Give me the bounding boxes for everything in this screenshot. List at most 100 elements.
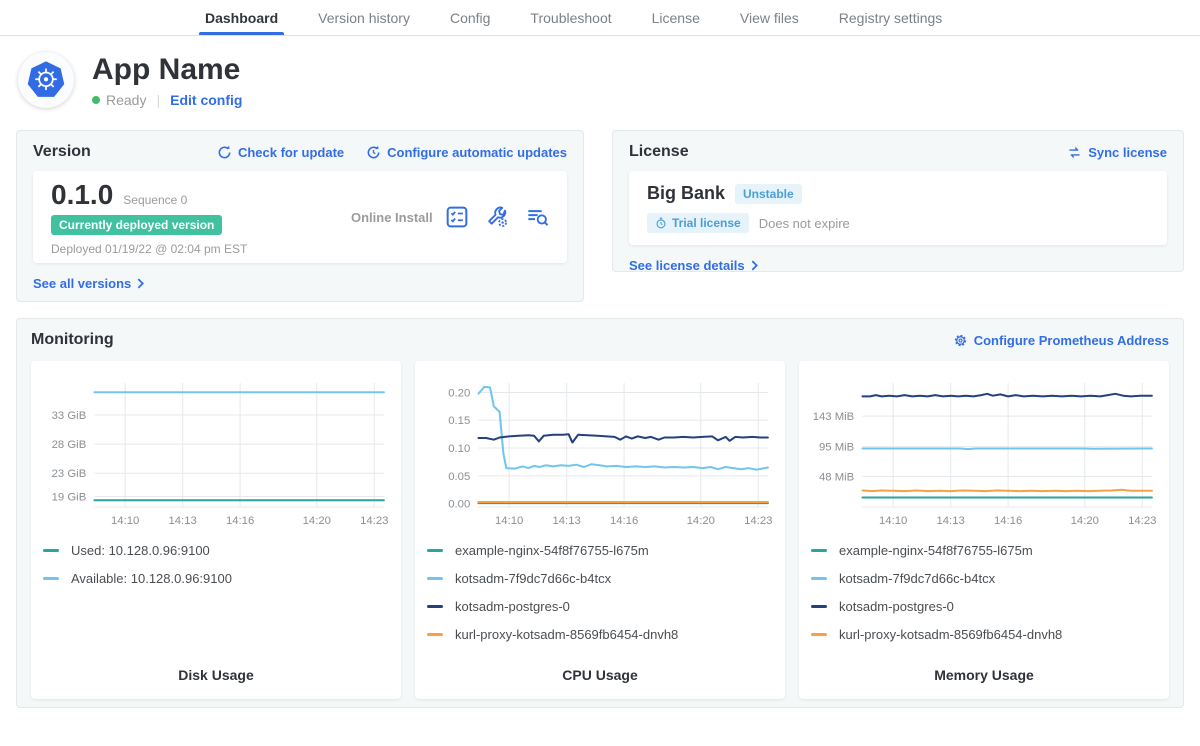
cpu-usage-chart-card: 0.00 0.05 0.10 0.15 0.20 14:10 14:13 14:16 14:20…: [415, 361, 785, 699]
legend-label: kotsadm-7f9dc7d66c-b4tcx: [839, 571, 996, 586]
x-tick-label: 14:20: [1071, 515, 1099, 527]
legend-item: kotsadm-postgres-0: [811, 599, 1157, 614]
legend-swatch: [427, 605, 443, 608]
legend-swatch: [43, 577, 59, 580]
clock-refresh-icon: [367, 145, 380, 158]
monitoring-title: Monitoring: [31, 331, 114, 348]
cpu-usage-line-chart: 0.00 0.05 0.10 0.15 0.20 14:10 14:13 14:16 14:20…: [448, 383, 772, 527]
sync-license-link[interactable]: Sync license: [1067, 145, 1167, 160]
see-all-versions-link[interactable]: See all versions: [33, 276, 145, 291]
page-title: App Name: [92, 52, 241, 86]
configure-automatic-updates-link[interactable]: Configure automatic updates: [366, 145, 567, 160]
gear-icon: [954, 334, 966, 346]
version-number: 0.1.0: [51, 178, 114, 210]
tab-view-files[interactable]: View files: [739, 9, 799, 26]
disk-usage-line-chart: 19 GiB 23 GiB 28 GiB 33 GiB 14:10 14:13 14:16 1…: [52, 383, 388, 527]
customer-name: Big Bank: [647, 183, 726, 203]
y-tick-label: 0.00: [448, 499, 470, 511]
check-for-update-link[interactable]: Check for update: [217, 145, 344, 160]
install-type: Online Install: [351, 209, 433, 225]
refresh-icon: [218, 145, 231, 158]
tab-version-history[interactable]: Version history: [318, 9, 410, 26]
chart-series-line: [861, 447, 1153, 451]
top-navigation: Dashboard Version history Config Troublesho…: [0, 0, 1200, 36]
chart-legend: Used: 10.128.0.96:9100 Available: 10.128.…: [43, 543, 389, 586]
memory-usage-chart-card: 48 MiB 95 MiB 143 MiB 14:10 14:13 14:16 14:20 1…: [799, 361, 1169, 699]
y-tick-label: 33 GiB: [52, 410, 87, 422]
chart-legend: example-nginx-54f8f76755-l675m kotsadm-7f…: [427, 543, 773, 642]
x-tick-label: 14:10: [495, 515, 523, 527]
x-tick-label: 14:16: [610, 515, 638, 527]
current-version-card: 0.1.0 Sequence 0 Currently deployed vers…: [33, 171, 567, 263]
status-text: Ready: [106, 91, 147, 108]
version-sequence: Sequence 0: [123, 192, 188, 207]
log-search-icon[interactable]: [525, 205, 549, 229]
charts-row: 19 GiB 23 GiB 28 GiB 33 GiB 14:10 14:13 14:16 1…: [31, 361, 1169, 699]
legend-swatch: [427, 633, 443, 636]
chart-title: Memory Usage: [934, 667, 1034, 683]
version-panel: Version Check for update Configure au: [16, 130, 584, 302]
see-license-details-link[interactable]: See license details: [629, 258, 758, 273]
app-logo: [18, 52, 74, 108]
legend-label: kotsadm-postgres-0: [455, 599, 570, 614]
tab-license[interactable]: License: [651, 9, 700, 26]
legend-label: Used: 10.128.0.96:9100: [71, 543, 210, 558]
chevron-right-icon: [751, 260, 758, 271]
x-tick-label: 14:16: [226, 515, 254, 527]
x-tick-label: 14:23: [744, 515, 772, 527]
license-detail-card: Big Bank Unstable Trial license Does not…: [629, 171, 1167, 245]
chart-series-line: [861, 392, 1153, 398]
legend-item: kurl-proxy-kotsadm-8569fb6454-dnvh8: [811, 627, 1157, 642]
deployed-timestamp: Deployed 01/19/22 @ 02:04 pm EST: [51, 241, 248, 256]
x-tick-label: 14:23: [1128, 515, 1156, 527]
x-tick-label: 14:13: [936, 515, 964, 527]
license-expiry: Does not expire: [758, 215, 850, 231]
legend-item: kotsadm-7f9dc7d66c-b4tcx: [811, 571, 1157, 586]
legend-item: kotsadm-postgres-0: [427, 599, 773, 614]
legend-label: example-nginx-54f8f76755-l675m: [455, 543, 649, 558]
y-tick-label: 23 GiB: [52, 468, 87, 480]
version-panel-title: Version: [33, 143, 91, 160]
edit-config-link[interactable]: Edit config: [170, 91, 243, 108]
tab-config[interactable]: Config: [449, 9, 491, 26]
legend-swatch: [43, 549, 59, 552]
y-tick-label: 143 MiB: [813, 411, 855, 423]
cards-row: Version Check for update Configure au: [0, 118, 1200, 302]
chart-title: CPU Usage: [562, 667, 638, 683]
legend-label: kurl-proxy-kotsadm-8569fb6454-dnvh8: [455, 627, 679, 642]
wrench-gear-icon[interactable]: [485, 205, 509, 229]
x-tick-label: 14:20: [687, 515, 715, 527]
x-tick-label: 14:13: [552, 515, 580, 527]
y-tick-label: 0.05: [448, 471, 470, 483]
y-tick-label: 0.15: [448, 415, 470, 427]
chart-title: Disk Usage: [178, 667, 254, 683]
tab-dashboard[interactable]: Dashboard: [185, 0, 298, 35]
swap-arrows-icon: [1069, 146, 1080, 158]
x-tick-label: 14:20: [303, 515, 331, 527]
tab-troubleshoot[interactable]: Troubleshoot: [530, 9, 612, 26]
status-dot: [92, 95, 100, 104]
configure-prometheus-link[interactable]: Configure Prometheus Address: [953, 333, 1169, 348]
y-tick-label: 28 GiB: [52, 439, 87, 451]
chevron-right-icon: [137, 278, 145, 289]
legend-item: Used: 10.128.0.96:9100: [43, 543, 389, 558]
license-panel: License Sync license Big Bank Unstable: [612, 130, 1184, 273]
preflight-checklist-icon[interactable]: [445, 205, 469, 229]
app-header: App Name Ready | Edit config: [0, 36, 1200, 118]
y-tick-label: 0.10: [448, 443, 470, 455]
y-tick-label: 0.20: [448, 388, 470, 400]
legend-swatch: [811, 549, 827, 552]
trial-license-badge: Trial license: [647, 213, 749, 233]
x-tick-label: 14:10: [111, 515, 139, 527]
legend-item: Available: 10.128.0.96:9100: [43, 571, 389, 586]
legend-swatch: [427, 549, 443, 552]
legend-item: example-nginx-54f8f76755-l675m: [811, 543, 1157, 558]
x-tick-label: 14:10: [879, 515, 907, 527]
legend-label: kotsadm-postgres-0: [839, 599, 954, 614]
kubernetes-logo-icon: [27, 61, 65, 97]
tab-registry-settings[interactable]: Registry settings: [838, 9, 943, 26]
legend-item: kotsadm-7f9dc7d66c-b4tcx: [427, 571, 773, 586]
deployed-badge: Currently deployed version: [51, 214, 223, 235]
x-tick-label: 14:13: [168, 515, 196, 527]
x-tick-label: 14:16: [994, 515, 1022, 527]
